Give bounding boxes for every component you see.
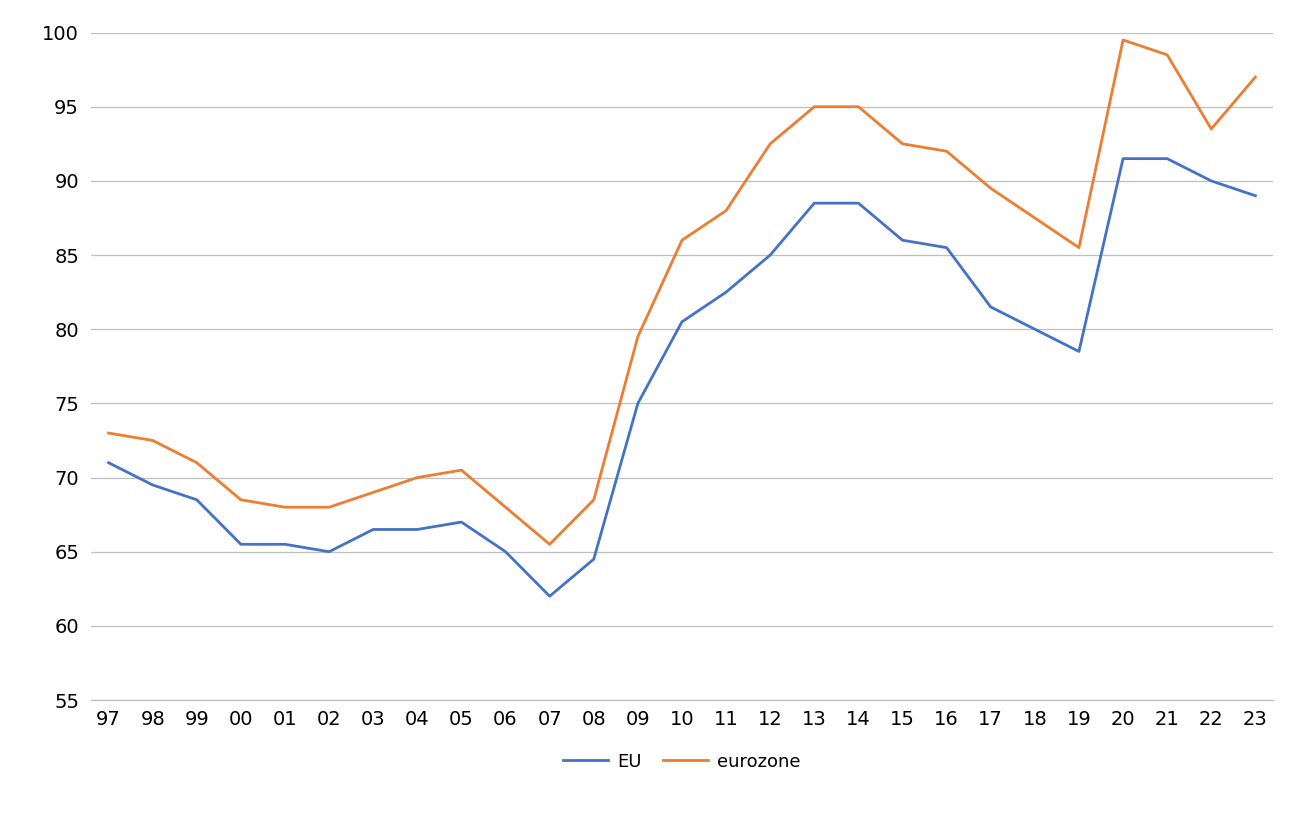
EU [101, 457, 117, 467]
EU [1203, 176, 1218, 186]
Line: eurozone: eurozone [109, 40, 1255, 545]
eurozone [542, 540, 557, 549]
EU [365, 524, 381, 534]
eurozone [365, 488, 381, 497]
EU [807, 199, 822, 208]
eurozone [321, 502, 336, 512]
eurozone [277, 502, 292, 512]
Legend: EU, eurozone: EU, eurozone [556, 746, 808, 778]
EU [453, 517, 469, 527]
EU [1072, 347, 1087, 357]
EU [763, 250, 778, 260]
eurozone [1116, 35, 1131, 45]
eurozone [188, 457, 204, 467]
eurozone [674, 235, 690, 245]
eurozone [807, 102, 822, 112]
EU [498, 547, 513, 557]
eurozone [983, 183, 999, 193]
eurozone [630, 332, 646, 342]
EU [630, 399, 646, 409]
EU [586, 554, 601, 564]
eurozone [586, 495, 601, 505]
EU [1028, 324, 1043, 334]
EU [542, 591, 557, 601]
eurozone [1160, 50, 1176, 59]
eurozone [453, 466, 469, 475]
EU [983, 302, 999, 312]
eurozone [718, 206, 734, 216]
eurozone [498, 502, 513, 512]
EU [895, 235, 911, 245]
EU [188, 495, 204, 505]
EU [1116, 154, 1131, 164]
eurozone [939, 147, 955, 156]
eurozone [145, 435, 161, 445]
EU [277, 540, 292, 549]
Line: EU: EU [109, 159, 1255, 596]
EU [321, 547, 336, 557]
eurozone [1072, 243, 1087, 252]
EU [409, 524, 425, 534]
EU [1247, 190, 1263, 200]
EU [939, 243, 955, 252]
eurozone [1247, 72, 1263, 82]
eurozone [101, 428, 117, 438]
EU [718, 287, 734, 297]
eurozone [851, 102, 866, 112]
eurozone [1028, 213, 1043, 223]
EU [145, 480, 161, 490]
eurozone [233, 495, 248, 505]
eurozone [409, 473, 425, 483]
EU [674, 317, 690, 326]
eurozone [1203, 124, 1218, 133]
EU [851, 199, 866, 208]
EU [233, 540, 248, 549]
eurozone [763, 139, 778, 149]
eurozone [895, 139, 911, 149]
EU [1160, 154, 1176, 164]
